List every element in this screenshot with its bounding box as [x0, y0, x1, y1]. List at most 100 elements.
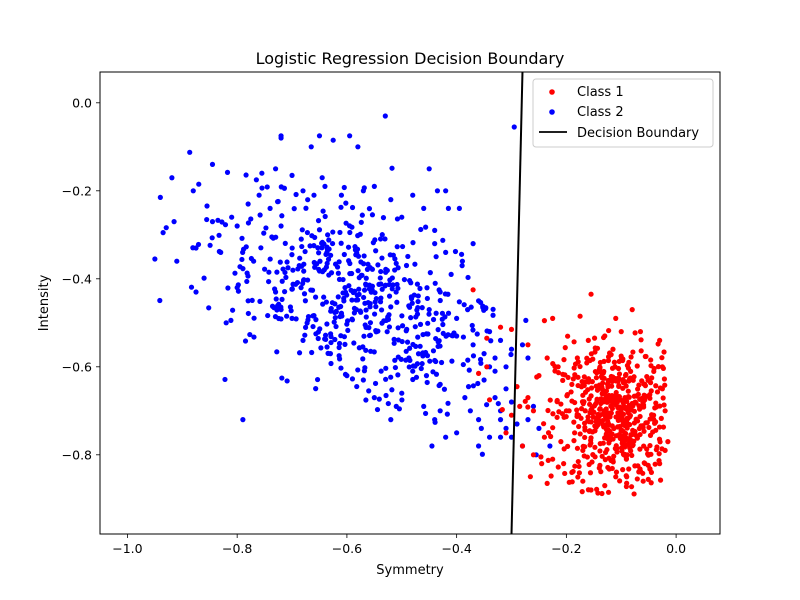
- data-point-class-1: [574, 445, 581, 451]
- data-point-class-2: [257, 298, 263, 304]
- data-point-class-2: [251, 258, 257, 264]
- data-point-class-1: [614, 449, 620, 455]
- data-point-class-2: [525, 417, 531, 423]
- data-point-class-1: [591, 335, 598, 341]
- data-point-class-2: [330, 229, 336, 235]
- data-point-class-2: [171, 219, 177, 225]
- data-point-class-1: [640, 399, 646, 405]
- data-point-class-2: [374, 406, 381, 413]
- data-point-class-2: [219, 219, 225, 225]
- data-point-class-2: [349, 297, 355, 303]
- data-point-class-1: [631, 393, 637, 399]
- data-point-class-1: [609, 365, 616, 371]
- data-point-class-2: [408, 315, 414, 321]
- data-point-class-2: [373, 296, 379, 302]
- data-point-class-2: [370, 240, 376, 246]
- data-point-class-1: [632, 330, 638, 336]
- data-point-class-1: [589, 379, 595, 385]
- data-point-class-2: [338, 365, 344, 371]
- data-point-class-1: [558, 439, 564, 445]
- data-point-class-2: [379, 255, 385, 261]
- data-point-class-2: [474, 331, 480, 337]
- data-point-class-2: [394, 244, 400, 250]
- data-point-class-2: [343, 200, 349, 206]
- data-point-class-2: [394, 299, 400, 305]
- data-point-class-2: [363, 282, 369, 288]
- data-point-class-2: [412, 261, 418, 267]
- data-point-class-2: [419, 361, 425, 367]
- data-point-class-1: [596, 382, 602, 388]
- data-point-class-2: [308, 287, 314, 293]
- data-point-class-2: [395, 372, 401, 378]
- data-point-class-2: [356, 286, 362, 292]
- data-point-class-1: [606, 466, 612, 472]
- data-point-class-1: [578, 415, 584, 421]
- data-point-class-2: [272, 289, 279, 295]
- data-point-class-2: [355, 144, 361, 150]
- y-tick-label: −0.8: [62, 447, 92, 462]
- data-point-class-2: [393, 403, 399, 409]
- data-point-class-2: [298, 285, 304, 291]
- data-point-class-2: [363, 307, 369, 313]
- data-point-class-2: [278, 184, 284, 190]
- data-point-class-2: [470, 383, 476, 389]
- data-point-class-2: [437, 381, 443, 387]
- data-point-class-2: [373, 329, 379, 335]
- data-point-class-1: [603, 412, 609, 418]
- data-point-class-1: [654, 389, 661, 395]
- data-point-class-1: [539, 461, 545, 467]
- data-point-class-2: [325, 256, 332, 262]
- data-point-class-2: [218, 249, 224, 255]
- data-point-class-2: [388, 417, 394, 423]
- data-point-class-1: [641, 428, 647, 434]
- data-point-class-2: [394, 281, 400, 288]
- data-point-class-2: [424, 285, 430, 291]
- data-point-class-2: [495, 400, 501, 407]
- data-point-class-2: [216, 232, 222, 238]
- data-point-class-1: [600, 399, 606, 405]
- data-point-class-1: [589, 410, 596, 416]
- data-point-class-2: [410, 240, 416, 246]
- data-point-class-2: [508, 346, 515, 352]
- data-point-class-2: [419, 305, 425, 311]
- data-point-class-2: [379, 232, 385, 238]
- data-point-class-2: [523, 317, 529, 323]
- data-point-class-2: [327, 351, 334, 357]
- data-point-class-2: [459, 258, 466, 264]
- data-point-class-1: [645, 451, 651, 457]
- data-point-class-2: [412, 324, 418, 330]
- data-point-class-1: [647, 416, 653, 422]
- data-point-class-1: [637, 413, 643, 420]
- data-point-class-2: [323, 264, 330, 270]
- data-point-class-2: [310, 323, 316, 330]
- data-point-class-1: [636, 469, 642, 475]
- data-point-class-2: [316, 250, 322, 256]
- data-point-class-1: [648, 357, 654, 363]
- data-point-class-2: [290, 267, 296, 273]
- data-point-class-2: [423, 331, 430, 337]
- chart-title: Logistic Regression Decision Boundary: [256, 49, 565, 68]
- data-point-class-1: [577, 431, 583, 437]
- data-point-class-2: [438, 359, 445, 366]
- data-point-class-1: [621, 380, 627, 386]
- data-point-class-1: [593, 424, 599, 430]
- data-point-class-1: [593, 375, 600, 381]
- data-point-class-2: [413, 343, 419, 349]
- data-point-class-2: [366, 206, 373, 212]
- data-point-class-2: [339, 313, 345, 319]
- data-point-class-2: [362, 365, 368, 371]
- data-point-class-2: [392, 357, 398, 363]
- legend-label-class-1: Class 1: [577, 85, 624, 100]
- data-point-class-1: [575, 382, 581, 389]
- data-point-class-2: [315, 335, 321, 342]
- data-point-class-1: [545, 457, 551, 463]
- y-tick-label: −0.6: [62, 359, 92, 374]
- data-point-class-2: [408, 280, 414, 286]
- data-point-class-2: [415, 293, 421, 299]
- data-point-class-2: [443, 188, 449, 194]
- data-point-class-2: [328, 252, 334, 258]
- data-point-class-2: [303, 205, 309, 211]
- data-point-class-1: [558, 401, 564, 407]
- data-point-class-2: [338, 303, 344, 310]
- data-point-class-1: [597, 448, 603, 454]
